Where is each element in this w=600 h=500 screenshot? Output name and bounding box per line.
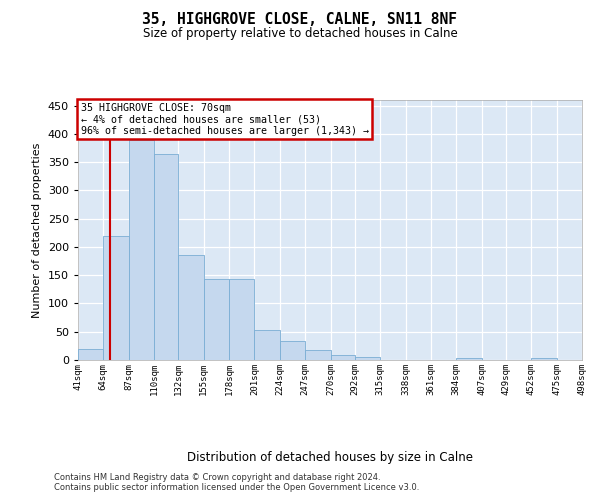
Text: 35, HIGHGROVE CLOSE, CALNE, SN11 8NF: 35, HIGHGROVE CLOSE, CALNE, SN11 8NF: [143, 12, 458, 28]
X-axis label: Distribution of detached houses by size in Calne: Distribution of detached houses by size …: [187, 450, 473, 464]
Text: Size of property relative to detached houses in Calne: Size of property relative to detached ho…: [143, 28, 457, 40]
Bar: [331, 356, 355, 360]
Bar: [78, 348, 103, 360]
Bar: [103, 236, 129, 360]
Bar: [355, 357, 380, 360]
Bar: [178, 256, 204, 360]
Bar: [305, 350, 331, 360]
Bar: [582, 358, 600, 360]
Bar: [229, 279, 254, 360]
Bar: [154, 154, 178, 360]
Bar: [531, 358, 557, 360]
Y-axis label: Number of detached properties: Number of detached properties: [32, 142, 42, 318]
Bar: [254, 330, 280, 360]
Bar: [129, 140, 154, 360]
Text: 35 HIGHGROVE CLOSE: 70sqm
← 4% of detached houses are smaller (53)
96% of semi-d: 35 HIGHGROVE CLOSE: 70sqm ← 4% of detach…: [80, 102, 368, 136]
Bar: [280, 341, 305, 360]
Bar: [204, 279, 229, 360]
Text: Contains public sector information licensed under the Open Government Licence v3: Contains public sector information licen…: [54, 484, 419, 492]
Text: Contains HM Land Registry data © Crown copyright and database right 2024.: Contains HM Land Registry data © Crown c…: [54, 472, 380, 482]
Bar: [456, 358, 482, 360]
